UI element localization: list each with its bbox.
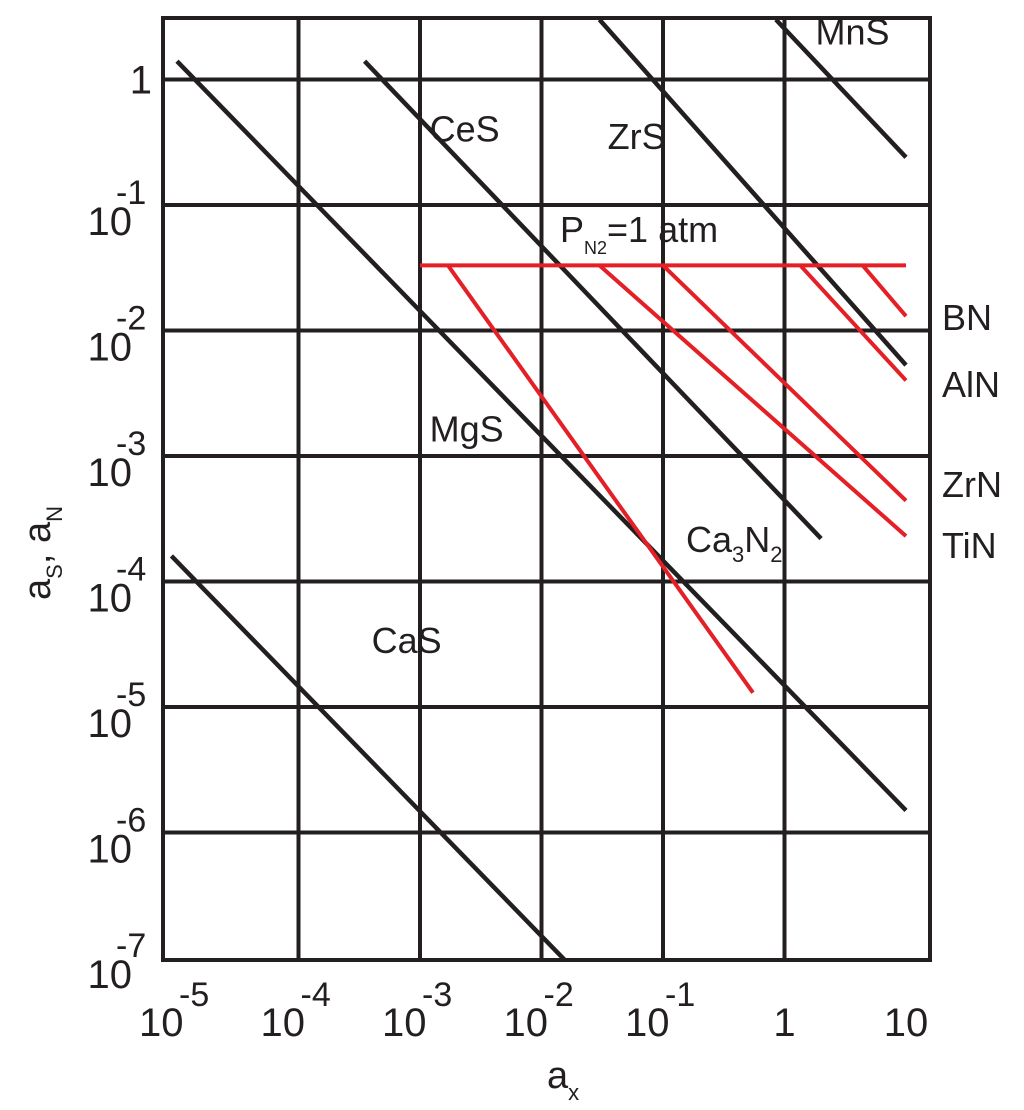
y-tick-exponent: -5: [116, 676, 146, 714]
y-tick-exponent: -2: [116, 300, 146, 338]
plot-frame: [161, 16, 932, 962]
y-tick-exponent: -3: [116, 425, 146, 463]
x-tick-label: 10: [504, 1001, 549, 1045]
y-tick-label: 10: [88, 702, 133, 746]
x-tick-label: 10: [139, 1001, 184, 1045]
series-line-mgs: [175, 59, 908, 812]
y-tick-exponent: -4: [116, 551, 146, 589]
y-tick-label: 10: [88, 828, 133, 872]
labels: 110-110-210-310-410-510-610-710-510-410-…: [17, 12, 1002, 1105]
series-label-ca3n2: Ca3N2: [686, 519, 783, 567]
series-label-zrn: ZrN: [942, 464, 1002, 505]
series-line-mns: [774, 18, 908, 159]
series-line-ca3n2: [446, 264, 755, 694]
series-label-mgs: MgS: [430, 409, 504, 450]
series-line-zrn: [661, 263, 908, 503]
series-label-ces: CeS: [430, 109, 500, 150]
x-tick-label: 1: [773, 1001, 795, 1045]
x-tick-exponent: -1: [665, 976, 695, 1014]
x-tick-exponent: -3: [422, 976, 452, 1014]
x-axis-label: ax: [547, 1055, 579, 1105]
series-line-cas: [169, 554, 568, 960]
y-tick-label: 10: [88, 577, 133, 621]
y-tick-label: 1: [130, 59, 152, 103]
x-tick-label: 10: [382, 1001, 427, 1045]
series-label-mns: MnS: [816, 12, 890, 53]
y-tick-label: 10: [88, 200, 133, 244]
y-tick-exponent: -7: [116, 927, 146, 965]
series-line-bn: [861, 264, 908, 318]
y-tick-label: 10: [88, 953, 133, 997]
series-label-tin: TiN: [942, 525, 997, 566]
series-line-tin: [598, 263, 908, 538]
pressure-label: PN2=1 atm: [560, 209, 718, 258]
x-tick-label: 10: [261, 1001, 306, 1045]
series-label-cas: CaS: [372, 620, 442, 661]
y-axis-label: aS, aN: [17, 506, 67, 600]
x-tick-exponent: -4: [301, 976, 331, 1014]
x-tick-exponent: -5: [179, 976, 209, 1014]
series-label-bn: BN: [942, 297, 992, 338]
series-label-zrs: ZrS: [608, 116, 666, 157]
y-tick-label: 10: [88, 451, 133, 495]
x-tick-label: 10: [884, 1001, 929, 1045]
series-line-aln: [798, 264, 908, 382]
y-tick-exponent: -6: [116, 802, 146, 840]
x-tick-exponent: -2: [544, 976, 574, 1014]
grid: [161, 16, 932, 962]
series: [169, 18, 908, 960]
y-tick-exponent: -1: [116, 174, 146, 212]
series-label-aln: AlN: [942, 364, 1000, 405]
y-tick-label: 10: [88, 326, 133, 370]
x-tick-label: 10: [625, 1001, 670, 1045]
series-line-ces: [362, 59, 823, 541]
series-line-zrs: [597, 18, 908, 367]
